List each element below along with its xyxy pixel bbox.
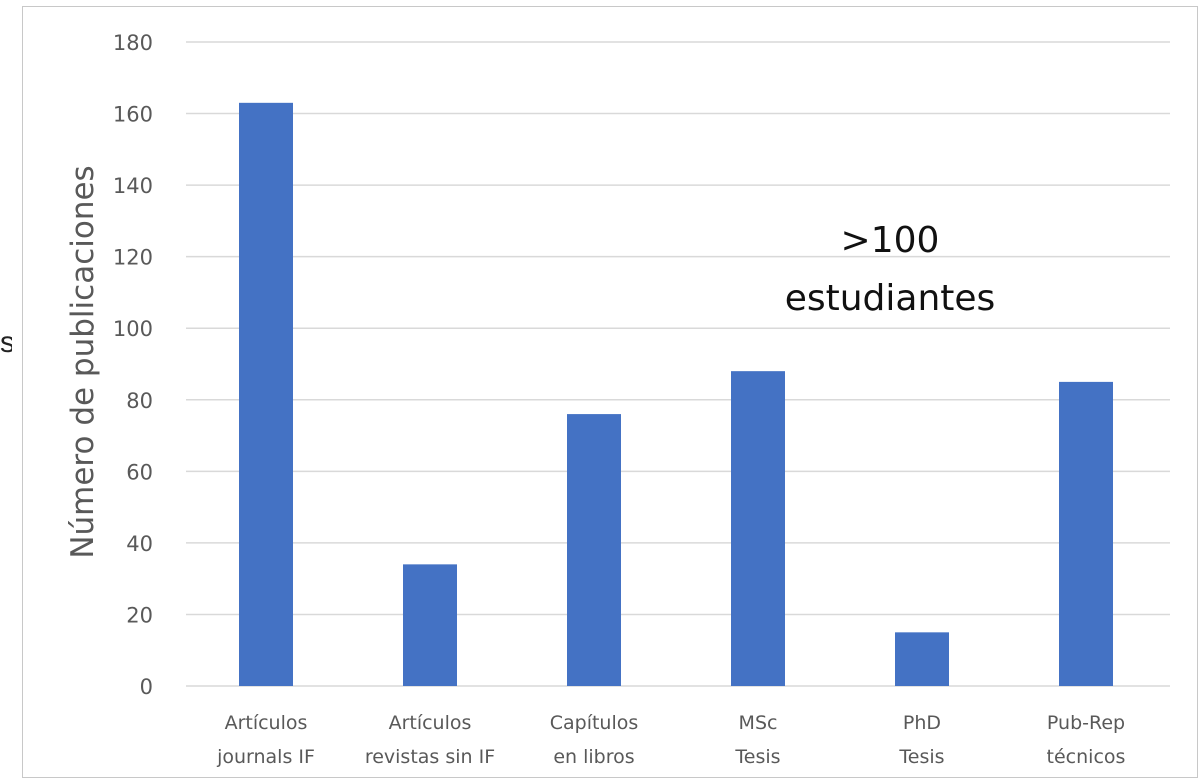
y-tick-labels: 0 20 40 60 80 100 120 140 160 180	[113, 31, 153, 699]
y-tick-label: 0	[140, 675, 153, 699]
x-tick-label: MSc	[739, 712, 778, 734]
x-tick-label: Tesis	[898, 746, 944, 768]
chart-frame	[22, 6, 1198, 778]
bar-2	[567, 414, 621, 686]
y-tick-label: 140	[113, 174, 153, 198]
x-tick-label: revistas sin IF	[365, 746, 495, 768]
bar-3	[731, 371, 785, 686]
bar-1	[403, 564, 457, 686]
y-tick-label: 100	[113, 317, 153, 341]
x-tick-label: Artículos	[225, 712, 308, 734]
x-tick-label: Capítulos	[550, 712, 639, 734]
x-tick-labels: Artículos journals IF Artículos revistas si…	[216, 712, 1125, 768]
cropped-text-fragment: s	[0, 326, 12, 359]
y-tick-label: 20	[126, 603, 153, 627]
x-tick-label: journals IF	[216, 746, 315, 768]
y-tick-label: 60	[126, 460, 153, 484]
y-tick-label: 120	[113, 246, 153, 270]
bar-5	[1059, 381, 1113, 686]
y-tick-label: 160	[113, 103, 153, 127]
gridlines	[186, 41, 1170, 687]
annotation-line-2: estudiantes	[785, 278, 996, 319]
bars	[239, 102, 1113, 687]
y-axis-label: Número de publicaciones	[65, 165, 101, 558]
x-tick-label: técnicos	[1047, 746, 1126, 768]
annotation-line-1: >100	[841, 220, 940, 261]
y-tick-label: 80	[126, 389, 153, 413]
x-tick-label: Tesis	[734, 746, 780, 768]
bar-0	[239, 102, 293, 687]
y-tick-label: 40	[126, 532, 153, 556]
x-tick-label: en libros	[553, 746, 634, 768]
y-tick-label: 180	[113, 31, 153, 55]
bar-4	[895, 632, 949, 686]
x-tick-label: Artículos	[389, 712, 472, 734]
x-tick-label: PhD	[903, 712, 941, 734]
x-tick-label: Pub-Rep	[1047, 712, 1125, 734]
